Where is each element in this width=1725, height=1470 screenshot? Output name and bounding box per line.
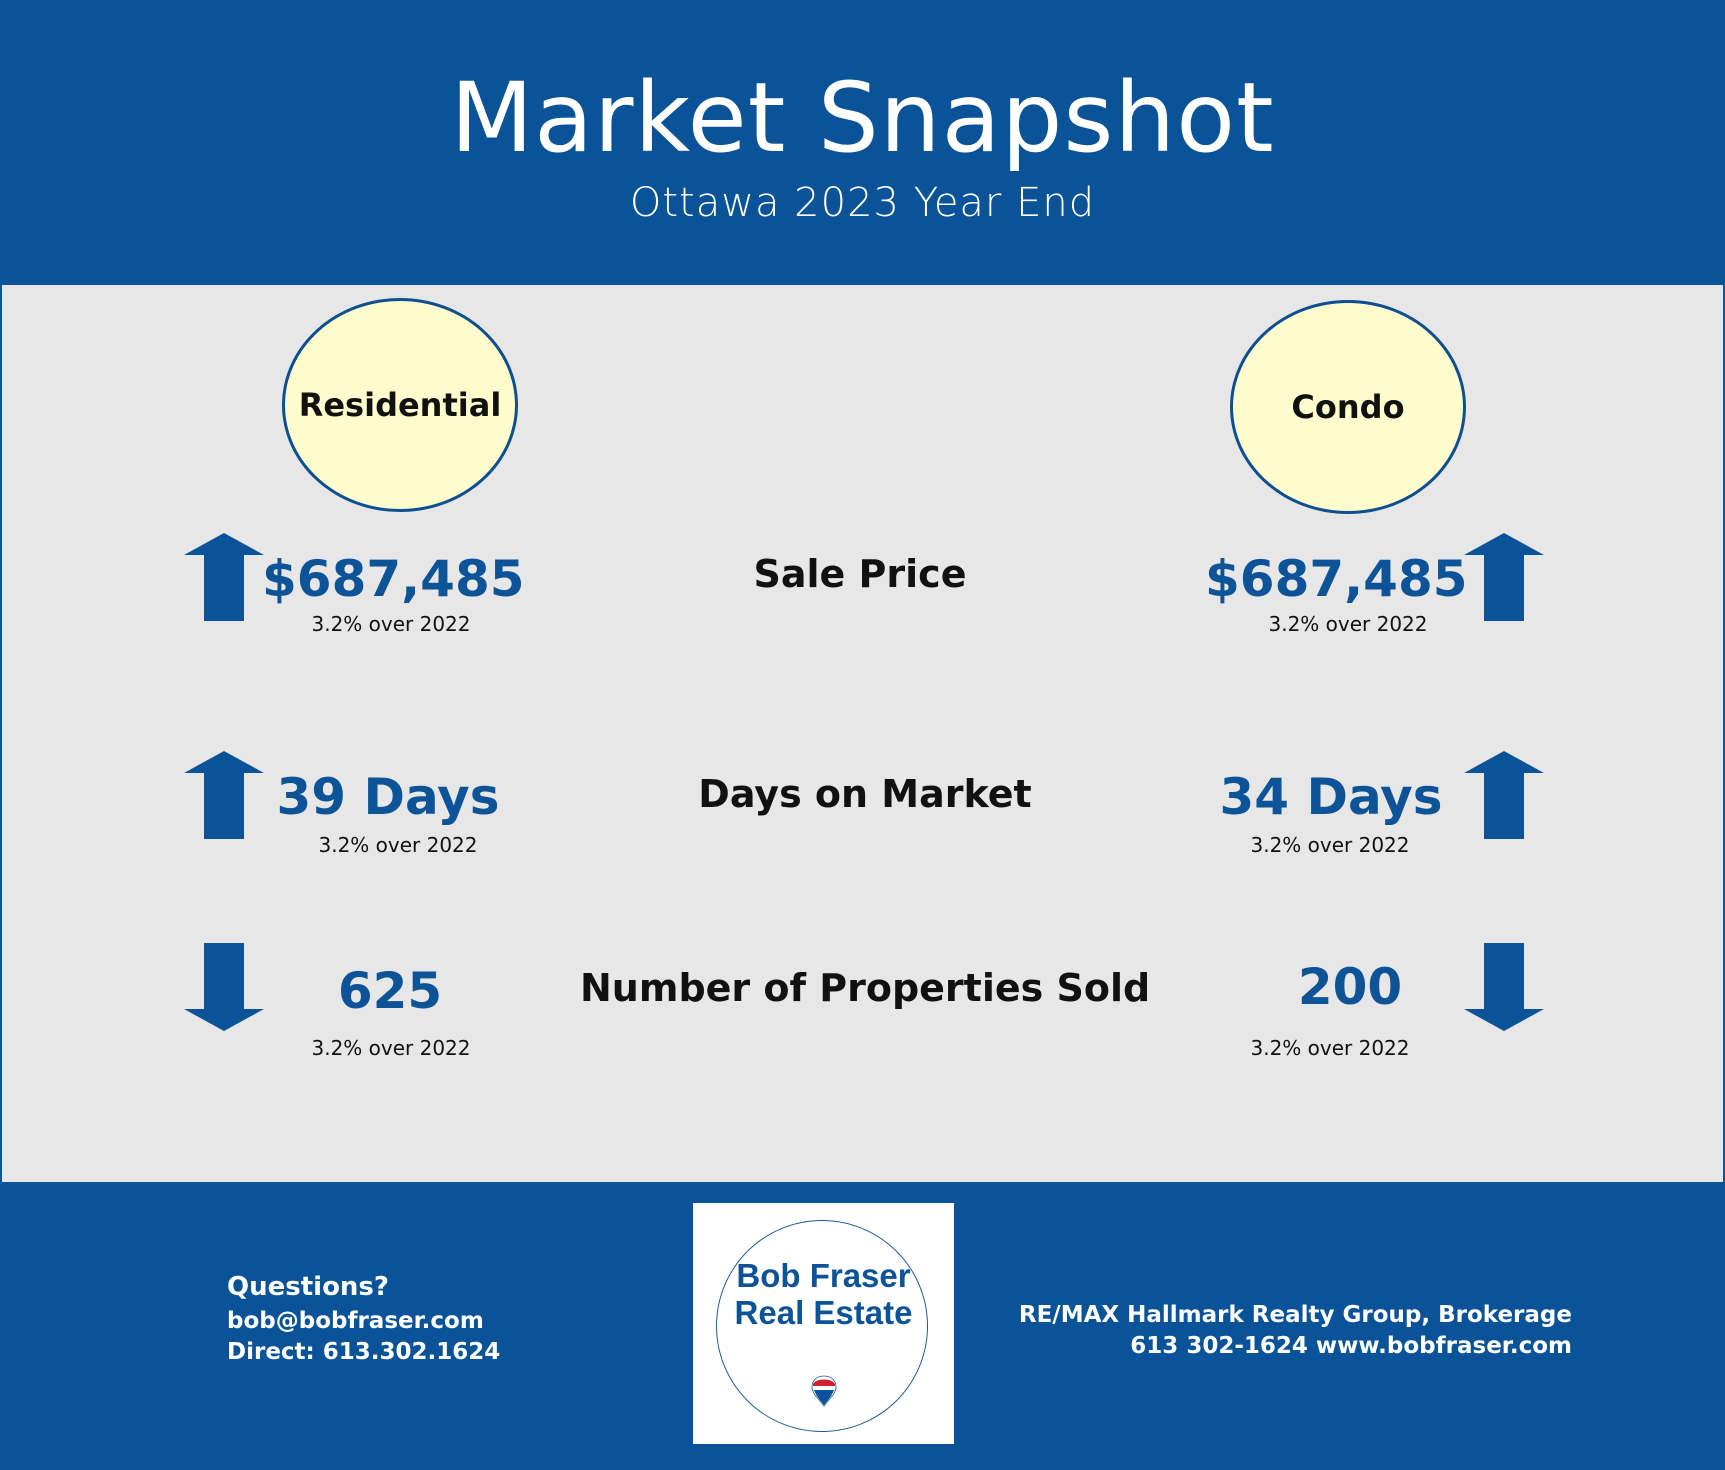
condo-sold-change: 3.2% over 2022 [1250,1036,1410,1060]
condo-sold-down-arrow-icon [1464,943,1544,1031]
contact-email-link[interactable]: bob@bobfraser.com [227,1308,484,1334]
residential-sold-change: 3.2% over 2022 [311,1036,471,1060]
remax-balloon-icon [811,1375,837,1407]
residential-days-value: 39 Days [276,768,500,826]
contact-phone[interactable]: Direct: 613.302.1624 [227,1339,501,1365]
residential-sold-value: 625 [337,962,443,1020]
residential-badge: Residential [282,298,518,512]
condo-badge: Condo [1230,300,1466,514]
metric-label-properties-sold: Number of Properties Sold [580,966,1151,1010]
residential-label: Residential [298,386,502,424]
residential-days-change: 3.2% over 2022 [318,833,478,857]
condo-days-up-arrow-icon [1464,751,1544,839]
logo-circle [716,1220,928,1432]
residential-sale-price-up-arrow-icon [184,533,264,621]
logo-line-1: Bob Fraser [736,1257,911,1294]
condo-sale-price-value: $687,485 [1205,550,1468,608]
condo-days-value: 34 Days [1219,768,1443,826]
page-subtitle: Ottawa 2023 Year End [629,180,1096,226]
logo-line-2: Real Estate [734,1294,913,1331]
logo-text: Bob Fraser Real Estate [693,1257,954,1331]
condo-sale-price-up-arrow-icon [1464,533,1544,621]
condo-sold-value: 200 [1297,958,1403,1016]
brokerage-contact-link[interactable]: 613 302-1624 www.bobfraser.com [1130,1333,1572,1359]
residential-days-up-arrow-icon [184,751,264,839]
condo-sale-price-change: 3.2% over 2022 [1268,612,1428,636]
brokerage-name: RE/MAX Hallmark Realty Group, Brokerage [1018,1302,1572,1328]
contact-block: Questions? bob@bobfraser.com Direct: 613… [227,1272,500,1368]
brokerage-info: RE/MAX Hallmark Realty Group, Brokerage … [1019,1300,1572,1362]
metric-label-days-on-market: Days on Market [698,772,1032,816]
page-title: Market Snapshot [450,62,1275,174]
residential-sale-price-value: $687,485 [262,550,525,608]
condo-label: Condo [1291,388,1405,426]
metric-label-sale-price: Sale Price [753,552,967,596]
residential-sold-down-arrow-icon [184,943,264,1031]
questions-heading: Questions? [227,1272,389,1302]
logo: Bob Fraser Real Estate [693,1203,954,1444]
header-banner: Market Snapshot Ottawa 2023 Year End [2,2,1723,285]
condo-days-change: 3.2% over 2022 [1250,833,1410,857]
residential-sale-price-change: 3.2% over 2022 [311,612,471,636]
